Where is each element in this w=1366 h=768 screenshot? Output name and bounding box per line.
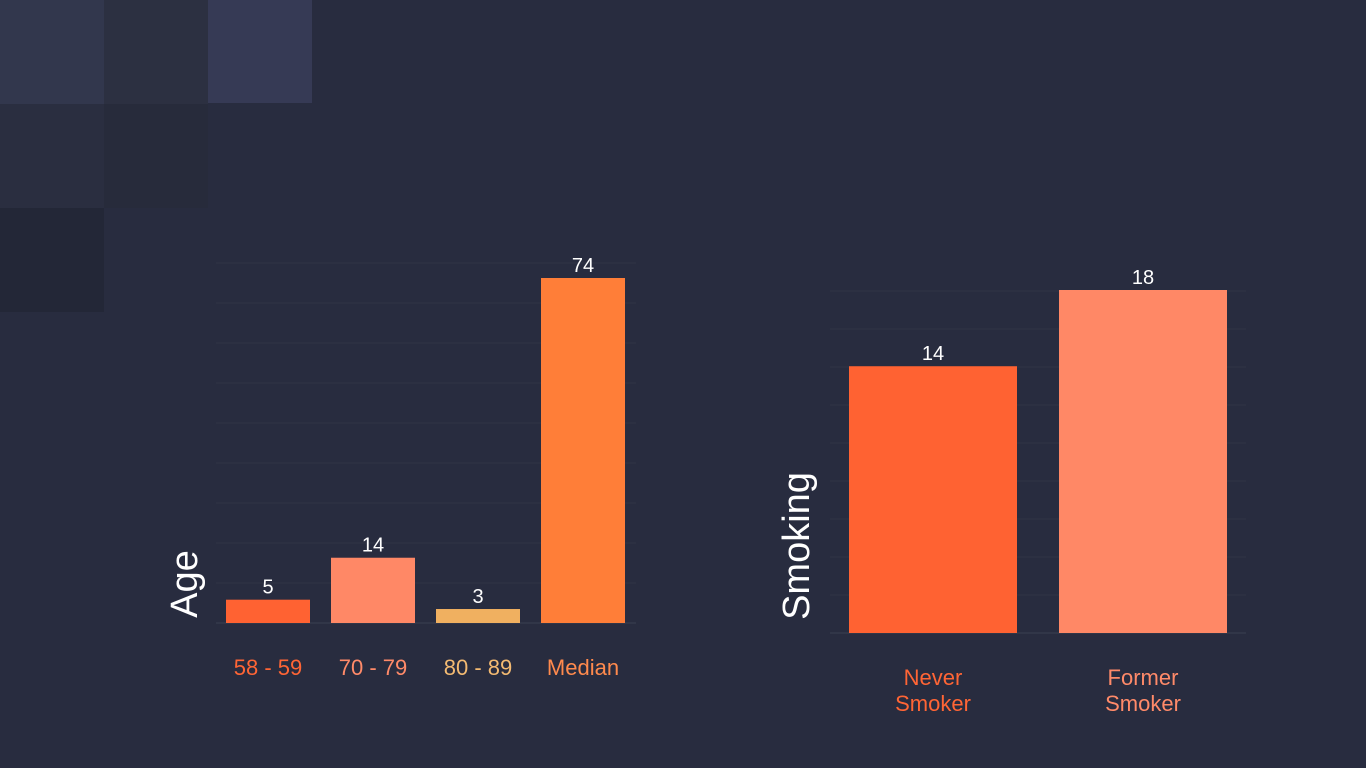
age-bar: [541, 278, 625, 623]
decor-tile-5: [104, 104, 208, 208]
age-category-label: 70 - 79: [339, 655, 408, 680]
age-value-label: 14: [362, 535, 384, 557]
age-category-label: 58 - 59: [234, 655, 303, 680]
decor-tile-3: [208, 0, 312, 103]
age-value-label: 74: [572, 255, 594, 277]
age-category-label: 80 - 89: [444, 655, 513, 680]
decor-tile-2: [104, 0, 208, 104]
decor-tile-1: [0, 0, 104, 104]
smoking-bar: [1059, 290, 1227, 633]
decor-tile-6: [0, 208, 104, 312]
age-value-label: 3: [472, 586, 483, 608]
age-bar: [331, 557, 415, 623]
age-value-label: 5: [262, 577, 273, 599]
age-category-label: Median: [547, 655, 619, 680]
age-axis-title: Age: [164, 550, 206, 618]
smoking-value-label: 14: [922, 343, 944, 365]
smoking-category-label: Never Smoker: [895, 665, 971, 716]
smoking-category-label: Former Smoker: [1105, 665, 1181, 716]
age-chart: Age 5 58 - 59 14 70 - 79 3 80 - 89 74 Median: [164, 255, 636, 680]
age-bar: [436, 609, 520, 623]
smoking-value-label: 18: [1132, 267, 1154, 289]
decor-tile-4: [0, 104, 104, 208]
smoking-bar: [849, 366, 1017, 633]
smoking-axis-title: Smoking: [776, 472, 818, 620]
age-bar: [226, 599, 310, 623]
smoking-chart: Smoking 14 Never Smoker 18 Former Smoker: [776, 267, 1246, 716]
